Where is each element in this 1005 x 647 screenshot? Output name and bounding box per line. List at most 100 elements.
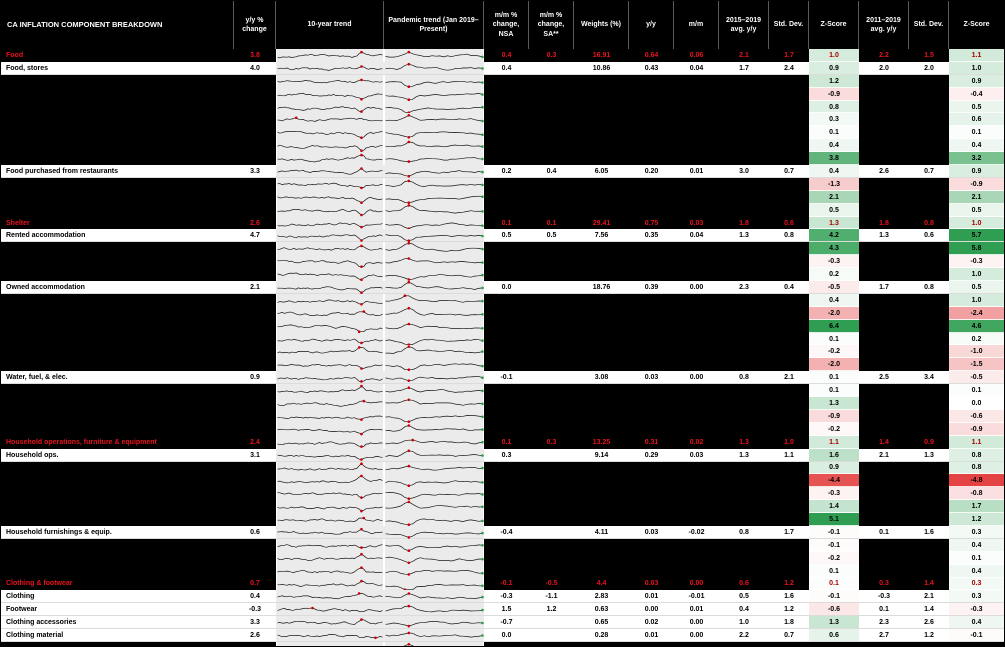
value-cell-yy_change: 4.7 (234, 229, 276, 243)
sparkline-pandemic-cell (384, 371, 484, 385)
sparkline-10yr-cell (276, 487, 384, 501)
value-cell-avg2 (859, 74, 909, 88)
value-cell-yy (629, 345, 674, 359)
value-cell-mm_nsa (484, 332, 529, 346)
value-cell-yy_change (234, 74, 276, 88)
zscore-cell: 1.0 (949, 61, 1004, 75)
sparkline-10yr-cell (276, 616, 384, 630)
sparkline-pandemic-cell (384, 474, 484, 488)
value-cell-avg1 (719, 152, 769, 166)
value-cell-yy (629, 293, 674, 307)
row-label: Household furnishings & equip. (1, 525, 234, 539)
value-cell-yy_change (234, 126, 276, 140)
sparkline-10yr (276, 642, 384, 646)
value-cell-avg2 (859, 255, 909, 269)
value-cell-mm (674, 551, 719, 565)
table-row: -2.0 -1.5 (1, 358, 1004, 372)
sparkline-pandemic-cell (384, 551, 484, 565)
value-cell-mm_nsa: -0.7 (484, 616, 529, 630)
value-cell-avg2: 1.3 (859, 229, 909, 243)
zscore-cell: -2.0 (809, 306, 859, 320)
zscore-cell: -1.3 (809, 177, 859, 191)
value-cell-avg2 (859, 487, 909, 501)
sparkline-pandemic-cell (384, 203, 484, 217)
sparkline-10yr-cell (276, 332, 384, 346)
value-cell-mm_nsa (484, 500, 529, 514)
sparkline-10yr-cell (276, 229, 384, 243)
zscore-cell: -0.9 (809, 87, 859, 101)
value-cell-yy (629, 306, 674, 320)
sparkline-10yr-cell (276, 216, 384, 230)
value-cell-std2: 1.6 (909, 525, 949, 539)
sparkline-10yr (277, 428, 383, 436)
sparkline-pandemic-cell (384, 216, 484, 230)
sparkline-pandemic (385, 569, 484, 576)
value-cell-avg1 (719, 203, 769, 217)
table-row: -4.4 -4.8 (1, 474, 1004, 488)
value-cell-avg1 (719, 397, 769, 410)
value-cell-mm_sa (529, 74, 574, 88)
value-cell-yy_change (234, 500, 276, 514)
sparkline-10yr (277, 618, 383, 626)
value-cell-mm_sa (529, 564, 574, 578)
row-label (1, 358, 234, 372)
sparkline-pandemic (385, 621, 484, 628)
value-cell-yy_change (234, 474, 276, 488)
zscore-cell: 0.5 (949, 281, 1004, 294)
value-cell-yy_change: 3.3 (234, 165, 276, 178)
value-cell-std2 (909, 242, 949, 256)
value-cell-weights (574, 87, 629, 101)
zscore-cell: -0.3 (949, 603, 1004, 617)
sparkline-pandemic (385, 605, 484, 613)
value-cell-std1 (769, 319, 809, 333)
sparkline-pandemic-cell (384, 487, 484, 501)
zscore-cell: 0.1 (809, 332, 859, 346)
value-cell-avg2 (859, 332, 909, 346)
sparkline-10yr-cell (276, 306, 384, 320)
value-cell-mm_sa: 0.3 (529, 49, 574, 62)
table-row: Clothing material 2.6 0.0 0.28 0.01 0.00 2.2 0.… (1, 629, 1004, 642)
value-cell-std2 (909, 203, 949, 217)
sparkline-10yr (277, 50, 383, 59)
sparkline-pandemic-cell (384, 190, 484, 204)
value-cell-mm_sa (529, 525, 574, 539)
value-cell-weights: 4.4 (574, 577, 629, 591)
value-cell-mm_nsa: -0.1 (484, 577, 529, 591)
table-row: Clothing accessories 3.3 -0.7 0.65 0.02 0.00 1… (1, 616, 1004, 630)
sparkline-10yr (277, 516, 383, 523)
zscore-cell: 1.0 (949, 293, 1004, 307)
zscore-cell: -2.4 (949, 306, 1004, 320)
sparkline-pandemic (385, 449, 484, 457)
value-cell-mm_sa: 0.1 (529, 216, 574, 230)
sparkline-pandemic (385, 140, 484, 149)
sparkline-pandemic (385, 583, 484, 591)
value-cell-yy (629, 332, 674, 346)
table-row: 2.1 2.1 (1, 190, 1004, 204)
value-cell-std2 (909, 268, 949, 282)
value-cell-std2: 0.6 (909, 229, 949, 243)
value-cell-yy_change (234, 538, 276, 552)
value-cell-avg2 (859, 538, 909, 552)
value-cell-yy (629, 461, 674, 475)
zscore-cell: 0.4 (949, 538, 1004, 552)
row-label: Clothing accessories (1, 616, 234, 630)
value-cell-yy_change (234, 100, 276, 114)
value-cell-mm (674, 177, 719, 191)
value-cell-weights (574, 190, 629, 204)
sparkline-10yr-cell (276, 461, 384, 475)
zscore-cell: 0.9 (949, 165, 1004, 178)
zscore-cell: 0.1 (809, 564, 859, 578)
sparkline-pandemic (385, 345, 484, 355)
value-cell-avg1 (719, 500, 769, 514)
value-cell-yy_change (234, 242, 276, 256)
sparkline-pandemic-cell (384, 293, 484, 307)
value-cell-weights: 18.76 (574, 281, 629, 294)
value-cell-avg1 (719, 474, 769, 488)
value-cell-weights (574, 255, 629, 269)
table-row: 1.4 1.7 (1, 500, 1004, 514)
sparkline-10yr-cell (276, 358, 384, 372)
table-row: 1.2 0.9 (1, 74, 1004, 88)
value-cell-mm_nsa (484, 190, 529, 204)
value-cell-std1: 1.2 (769, 577, 809, 591)
row-label (1, 564, 234, 578)
